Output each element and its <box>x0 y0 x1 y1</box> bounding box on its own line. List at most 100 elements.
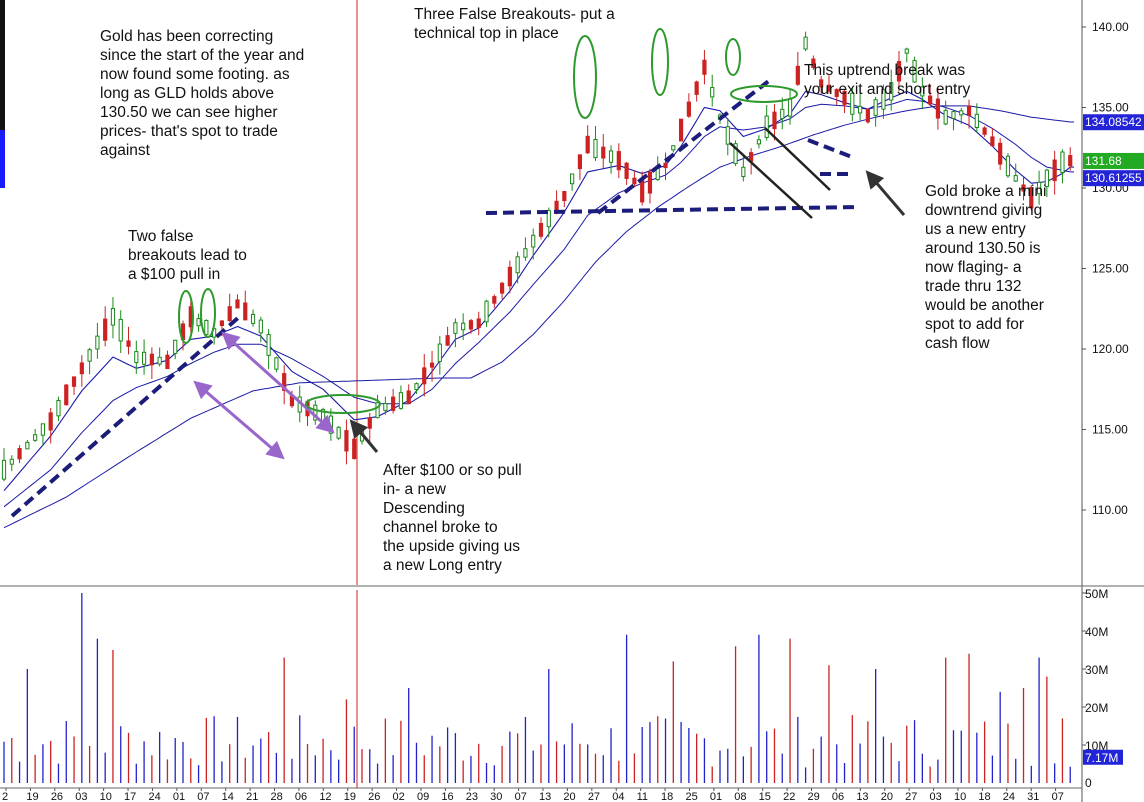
candle-body <box>204 319 209 336</box>
date-tick-label: 26 <box>51 791 63 802</box>
candle-body <box>87 349 92 362</box>
candle-body <box>725 126 730 145</box>
candle-body <box>250 313 256 324</box>
date-tick-label: 07 <box>1052 791 1064 802</box>
candle-body <box>515 256 520 274</box>
date-tick-label: 12 <box>319 791 331 802</box>
volume-badge-label: 7.17M <box>1085 751 1118 765</box>
date-tick-label: 31 <box>1027 791 1039 802</box>
uptrend-break-ellipse <box>730 85 798 103</box>
candle-body <box>157 356 162 365</box>
top-ellipse-1 <box>573 35 597 119</box>
candle-body <box>601 146 606 159</box>
price-tick-label: 125.00 <box>1092 262 1129 276</box>
candle-body <box>632 177 637 185</box>
candle-body <box>48 412 53 431</box>
date-tick-label: 25 <box>685 791 697 802</box>
channel-arrow-lower <box>193 380 285 460</box>
date-tick-label: 20 <box>563 791 575 802</box>
false-breakout-ellipse-1 <box>178 290 194 344</box>
candle-body <box>546 209 551 228</box>
candle-body <box>710 87 715 98</box>
candle-body <box>468 320 474 330</box>
date-tick-label: 21 <box>246 791 258 802</box>
price-badge-label: 130.61255 <box>1085 171 1142 185</box>
price-tick-label: 140.00 <box>1092 20 1129 34</box>
note-mini-downtrend: Gold broke a mini downtrend giving us a … <box>925 183 1047 352</box>
date-tick-label: 09 <box>417 791 429 802</box>
candle-body <box>110 308 116 326</box>
candle-body <box>352 438 357 459</box>
indicator-strip <box>0 0 5 188</box>
date-tick-label: 01 <box>173 791 185 802</box>
price-badge <box>1083 152 1144 169</box>
candle-body <box>1013 175 1018 182</box>
candle-body <box>406 390 411 405</box>
ma-slow-line <box>3 105 1075 529</box>
candle-body <box>499 282 505 294</box>
candle-body <box>141 351 147 365</box>
candle-body <box>531 234 536 248</box>
candle-body <box>274 357 279 370</box>
trendline-support <box>485 205 859 215</box>
candle-body <box>476 318 481 329</box>
candle-body <box>422 367 427 385</box>
top-ellipse-2 <box>651 28 669 96</box>
candle-body <box>640 180 645 203</box>
candle-body <box>850 92 855 115</box>
date-tick-label: 03 <box>930 791 942 802</box>
date-tick-label: 11 <box>637 791 648 802</box>
candle-body <box>9 458 14 465</box>
candle-body <box>165 354 170 370</box>
candle-body <box>336 426 341 439</box>
candle-body <box>787 98 793 117</box>
trendline-flag-top <box>807 138 853 159</box>
date-axis: 2 19 26 03 10 17 24 01 07 14 21 28 06 12 19 26 02 09 16 23 3… <box>2 788 1064 802</box>
candle-body <box>608 150 614 163</box>
candle-body <box>772 111 777 130</box>
candle-body <box>118 318 123 342</box>
candle-body <box>678 118 684 142</box>
candle-body <box>624 162 629 179</box>
volume-tick-label: 10M <box>1085 739 1108 753</box>
candle-body <box>686 101 691 117</box>
date-tick-label: 15 <box>759 791 771 802</box>
candle-body <box>896 61 902 82</box>
candle-body <box>834 89 839 97</box>
date-tick-label: 08 <box>734 791 746 802</box>
candle-body <box>694 81 699 95</box>
volume-axis: 10M 20M 30M 40M 50M 0 7.17M <box>1082 587 1123 790</box>
candle-body <box>1029 186 1034 209</box>
candle-body <box>904 48 909 54</box>
volume-tick-label: 50M <box>1085 587 1108 601</box>
date-tick-label: 28 <box>271 791 283 802</box>
candle-body <box>577 154 583 170</box>
price-tick-label: 110.00 <box>1092 503 1128 517</box>
candle-body <box>1068 155 1073 167</box>
date-tick-label: 10 <box>100 791 112 802</box>
candle-body <box>585 135 590 154</box>
candle-body <box>40 423 46 436</box>
trendline-mini-down-2 <box>764 127 831 191</box>
date-tick-label: 18 <box>661 791 673 802</box>
date-tick-label: 16 <box>441 791 453 802</box>
candle-body <box>671 145 676 151</box>
candle-body <box>935 98 941 119</box>
date-tick-label: 06 <box>832 791 844 802</box>
candle-body <box>79 362 84 375</box>
candle-body <box>865 108 870 123</box>
candle-body <box>375 402 380 419</box>
date-tick-label: 13 <box>856 791 868 802</box>
date-tick-label: 20 <box>881 791 893 802</box>
note-three-false-breakouts: Three False Breakouts- put a technical t… <box>414 6 615 42</box>
breakout-ellipse <box>305 394 381 414</box>
date-tick-label: 27 <box>905 791 917 802</box>
indicator-strip-blue <box>0 130 5 188</box>
arrow-to-flag <box>865 170 906 216</box>
date-tick-label: 10 <box>954 791 966 802</box>
ma-fast-line <box>3 90 1075 492</box>
candle-body <box>1036 181 1042 195</box>
volume-tick-label: 20M <box>1085 701 1108 715</box>
note-top-left: Gold has been correcting since the start… <box>100 28 305 159</box>
